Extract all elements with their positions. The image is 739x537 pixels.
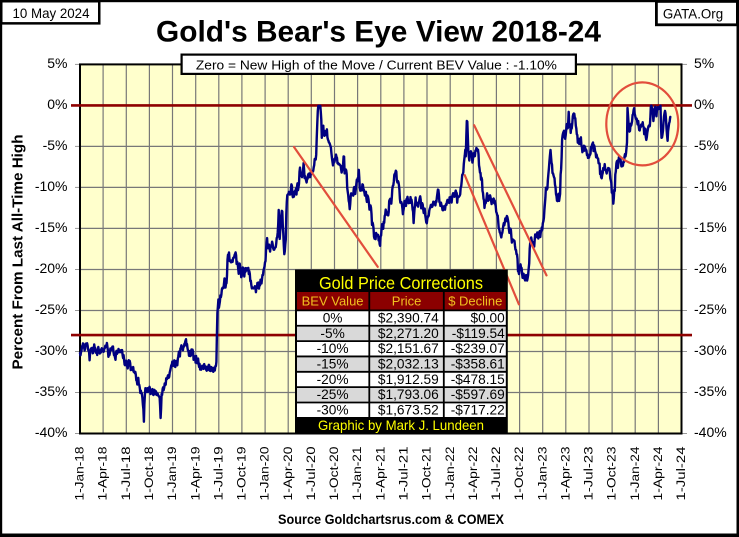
svg-text:1-Jul-23: 1-Jul-23 [582, 446, 596, 500]
svg-text:-5%: -5% [694, 137, 719, 153]
svg-text:Price: Price [392, 294, 422, 309]
svg-text:5%: 5% [47, 55, 67, 71]
svg-text:1-Jul-22: 1-Jul-22 [489, 446, 503, 500]
svg-text:1-Jan-21: 1-Jan-21 [350, 446, 364, 500]
svg-text:Gold Price Corrections: Gold Price Corrections [319, 273, 483, 293]
svg-text:-35%: -35% [35, 383, 68, 399]
svg-text:10 May 2024: 10 May 2024 [13, 5, 90, 21]
svg-text:1-Apr-23: 1-Apr-23 [558, 446, 572, 500]
svg-text:BEV Value: BEV Value [302, 294, 364, 309]
svg-text:-$239.07: -$239.07 [451, 341, 505, 356]
svg-text:-40%: -40% [35, 424, 68, 440]
svg-text:Percent From Last All-Time: Percent From Last All-Time High [10, 135, 27, 370]
svg-text:1-Apr-22: 1-Apr-22 [466, 446, 480, 500]
svg-text:$1,793.06: $1,793.06 [378, 387, 439, 402]
svg-text:-15%: -15% [317, 357, 349, 372]
svg-text:-25%: -25% [694, 301, 727, 317]
svg-text:-10%: -10% [35, 178, 68, 194]
svg-text:-40%: -40% [694, 424, 727, 440]
svg-text:$ Decline: $ Decline [448, 294, 502, 309]
svg-text:0%: 0% [694, 96, 714, 112]
svg-text:-5%: -5% [43, 137, 68, 153]
svg-text:-15%: -15% [694, 219, 727, 235]
svg-text:$2,390.74: $2,390.74 [378, 311, 439, 326]
svg-text:0%: 0% [47, 96, 67, 112]
svg-text:1-Oct-20: 1-Oct-20 [327, 446, 341, 500]
svg-text:$1,673.52: $1,673.52 [378, 403, 439, 418]
svg-text:1-Oct-21: 1-Oct-21 [420, 446, 434, 500]
svg-text:-$717.22: -$717.22 [451, 403, 505, 418]
svg-text:1-Jan-23: 1-Jan-23 [535, 446, 549, 500]
svg-text:-20%: -20% [317, 372, 349, 387]
svg-text:1-Jan-18: 1-Jan-18 [73, 446, 87, 500]
svg-text:1-Jan-19: 1-Jan-19 [165, 446, 179, 500]
svg-text:$2,032.13: $2,032.13 [378, 357, 439, 372]
svg-text:1-Apr-21: 1-Apr-21 [373, 446, 387, 500]
svg-text:1-Jul-20: 1-Jul-20 [304, 446, 318, 500]
svg-text:-10%: -10% [317, 341, 349, 356]
svg-text:Source Goldchartsrus.com & CO: Source Goldchartsrus.com & COMEX [278, 511, 505, 527]
svg-text:0%: 0% [323, 311, 343, 326]
svg-text:1-Oct-18: 1-Oct-18 [142, 446, 156, 500]
svg-text:-$478.15: -$478.15 [451, 372, 505, 387]
svg-text:1-Apr-24: 1-Apr-24 [651, 446, 665, 500]
svg-text:-10%: -10% [694, 178, 727, 194]
svg-text:-30%: -30% [317, 403, 349, 418]
svg-text:1-Oct-19: 1-Oct-19 [235, 446, 249, 500]
svg-text:-$119.54: -$119.54 [452, 326, 505, 341]
svg-text:$2,271.20: $2,271.20 [378, 326, 439, 341]
svg-text:1-Oct-23: 1-Oct-23 [605, 446, 619, 500]
svg-text:1-Jul-24: 1-Jul-24 [674, 446, 688, 500]
svg-text:-30%: -30% [35, 342, 68, 358]
svg-text:$1,912.59: $1,912.59 [378, 372, 439, 387]
svg-text:1-Jul-18: 1-Jul-18 [119, 446, 133, 500]
svg-text:1-Jul-19: 1-Jul-19 [211, 446, 225, 500]
svg-text:1-Jan-22: 1-Jan-22 [443, 446, 457, 500]
svg-text:-20%: -20% [35, 260, 68, 276]
svg-text:-15%: -15% [35, 219, 68, 235]
svg-text:-$597.69: -$597.69 [451, 387, 505, 402]
svg-text:Gold's Bear's Eye View 2018-24: Gold's Bear's Eye View 2018-24 [156, 16, 601, 49]
svg-text:5%: 5% [694, 55, 714, 71]
svg-text:-25%: -25% [317, 387, 349, 402]
svg-text:-5%: -5% [320, 326, 344, 341]
svg-text:1-Jul-21: 1-Jul-21 [397, 446, 411, 500]
svg-text:1-Jan-24: 1-Jan-24 [628, 446, 642, 500]
svg-text:Graphic by Mark J. Lundeen: Graphic by Mark J. Lundeen [318, 417, 484, 433]
svg-text:-$358.61: -$358.61 [451, 357, 505, 372]
svg-text:1-Apr-20: 1-Apr-20 [281, 446, 295, 500]
svg-text:Zero = New High of the Move /: Zero = New High of the Move / Current BE… [196, 57, 557, 72]
svg-text:$0.00: $0.00 [471, 311, 506, 326]
svg-text:-30%: -30% [694, 342, 727, 358]
svg-text:$2,151.67: $2,151.67 [378, 341, 439, 356]
svg-text:-25%: -25% [35, 301, 68, 317]
svg-text:1-Oct-22: 1-Oct-22 [512, 446, 526, 500]
svg-text:-20%: -20% [694, 260, 727, 276]
svg-text:1-Apr-19: 1-Apr-19 [188, 446, 202, 500]
svg-text:-35%: -35% [694, 383, 727, 399]
svg-text:1-Apr-18: 1-Apr-18 [96, 446, 110, 500]
svg-text:1-Jan-20: 1-Jan-20 [258, 446, 272, 500]
svg-text:GATA.Org: GATA.Org [663, 7, 723, 22]
